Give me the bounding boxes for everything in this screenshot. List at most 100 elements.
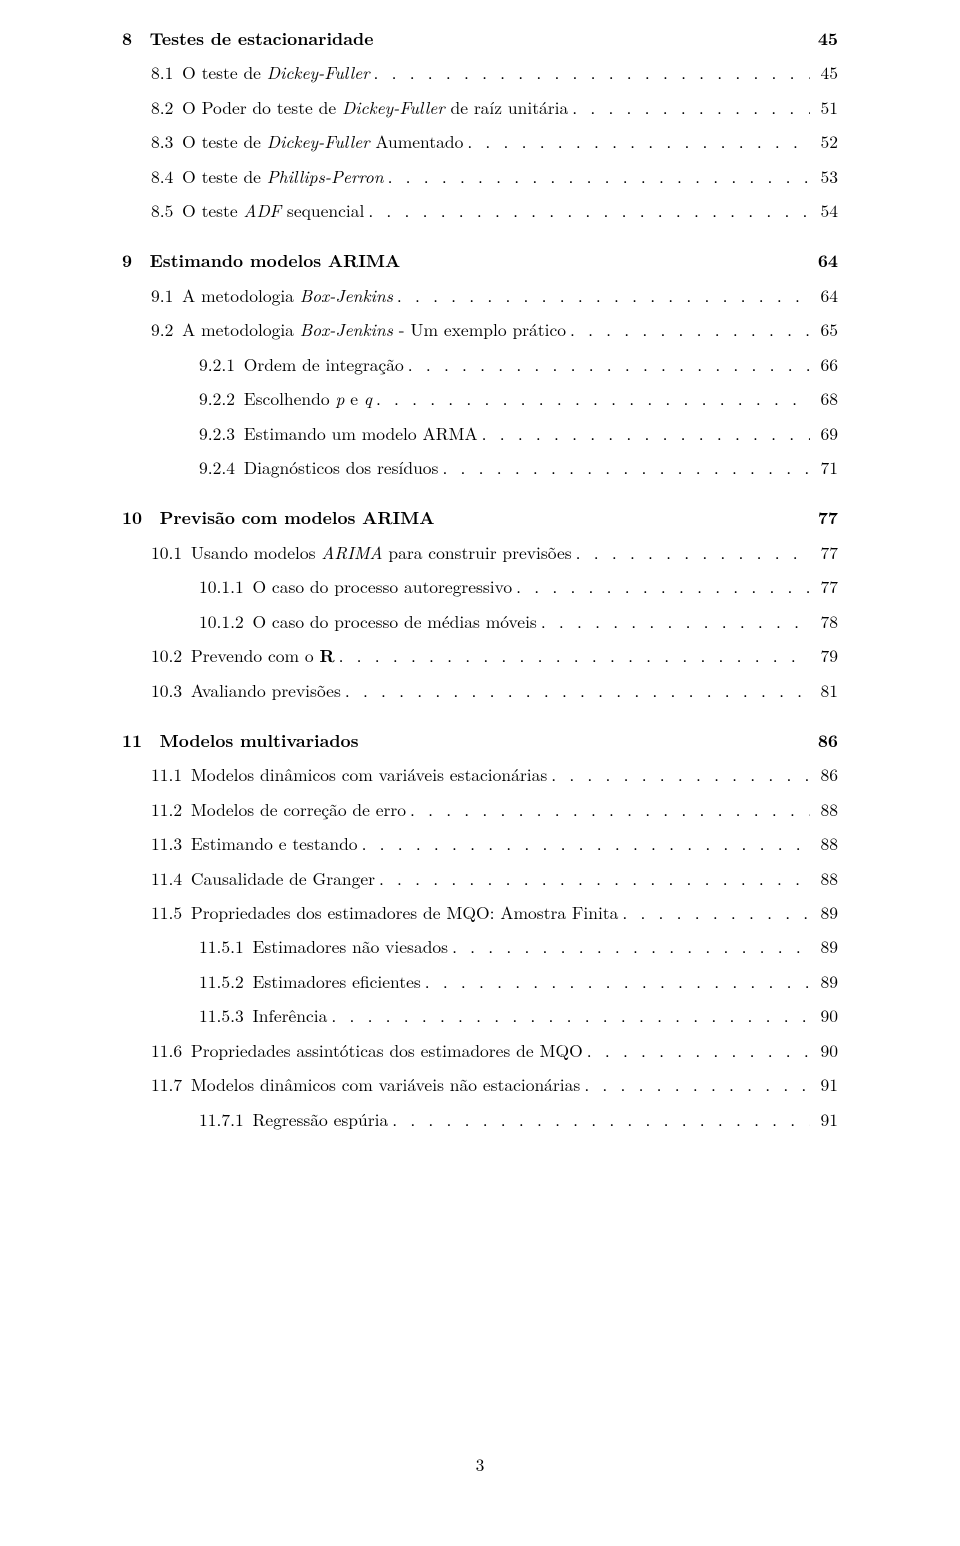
toc-entry-number: 8.2 [151, 95, 182, 121]
toc-entry: 9.2.2 Escolhendo p e q68 [122, 386, 838, 412]
toc-entry-title: Propriedades assintóticas dos estimadore… [191, 1038, 583, 1064]
toc-entry-title: Diagnósticos dos resíduos [244, 455, 439, 481]
toc-entry-page: 64 [810, 283, 838, 309]
toc-leader-dots [393, 283, 810, 309]
toc-entry-title: O caso do processo de médias móveis [252, 609, 536, 635]
toc-entry-title: O teste de Dickey-Fuller [182, 60, 369, 86]
toc-entry-number: 8.3 [151, 129, 182, 155]
toc-entry-title: Estimadores eficientes [252, 969, 420, 995]
toc-entry-title: Usando modelos ARIMA para construir prev… [191, 540, 572, 566]
toc-leader-dots [583, 1038, 810, 1064]
toc-entry-page: 91 [810, 1072, 838, 1098]
toc-entry-page: 51 [810, 95, 838, 121]
toc-entry-number: 11.5.1 [199, 934, 252, 960]
toc-entry-number: 11.1 [151, 762, 191, 788]
toc-chapter-title: Testes de estacionaridade [150, 26, 374, 52]
toc-entry-number: 11.4 [151, 866, 191, 892]
toc-entry-number: 8.1 [151, 60, 182, 86]
toc-entry-page: 89 [810, 900, 838, 926]
toc-leader-dots [364, 198, 810, 224]
toc-entry-title: O Poder do teste de Dickey-Fuller de raí… [182, 95, 568, 121]
toc-entry: 11.5.3 Inferência90 [122, 1003, 838, 1029]
toc-leader-dots [438, 455, 810, 481]
toc-entry-number: 10.1.1 [199, 574, 252, 600]
toc-entry-page: 45 [810, 60, 838, 86]
toc-entry-number: 8.4 [151, 164, 182, 190]
toc-leader-dots [478, 421, 810, 447]
toc-chapter-page: 64 [810, 248, 838, 274]
toc-entry-title: Avaliando previsões [191, 678, 341, 704]
toc-entry-page: 91 [810, 1107, 838, 1133]
toc-leader-dots [421, 969, 810, 995]
toc-entry: 8.4 O teste de Phillips-Perron53 [122, 164, 838, 190]
toc-chapter: 11 Modelos multivariados86 [122, 728, 838, 754]
toc-entry-number: 11.5 [151, 900, 191, 926]
toc-entry-title: Regressão espúria [252, 1107, 388, 1133]
toc-chapter: 10 Previsão com modelos ARIMA77 [122, 505, 838, 531]
toc-entry-page: 78 [810, 609, 838, 635]
toc-chapter-title: Estimando modelos ARIMA [150, 248, 401, 274]
toc-leader-dots [463, 129, 810, 155]
toc-entry-title: A metodologia Box-Jenkins - Um exemplo p… [182, 317, 566, 343]
toc-leader-dots [388, 1107, 810, 1133]
toc-leader-dots [375, 866, 810, 892]
toc-leader-dots [512, 574, 810, 600]
toc-entry-number: 8.5 [151, 198, 182, 224]
toc-entry-number: 9.2 [151, 317, 182, 343]
toc-entry-number: 9.2.3 [199, 421, 244, 447]
toc-entry: 9.2.1 Ordem de integração 66 [122, 352, 838, 378]
toc-entry: 8.5 O teste ADF sequencial54 [122, 198, 838, 224]
toc-leader-dots [370, 60, 810, 86]
toc-entry-page: 65 [810, 317, 838, 343]
toc-leader-dots [358, 831, 810, 857]
toc-leader-dots [341, 678, 810, 704]
toc-entry-number: 10.1 [151, 540, 191, 566]
toc-entry: 10.1 Usando modelos ARIMA para construir… [122, 540, 838, 566]
toc-entry: 11.5 Propriedades dos estimadores de MQO… [122, 900, 838, 926]
toc-entry-number: 9.2.4 [199, 455, 244, 481]
toc-entry-number: 9.2.1 [199, 352, 244, 378]
toc-entry-page: 68 [810, 386, 838, 412]
toc-leader-dots [404, 352, 810, 378]
toc-entry: 11.7 Modelos dinâmicos com variáveis não… [122, 1072, 838, 1098]
toc-entry-title: O caso do processo autoregressivo [252, 574, 512, 600]
toc-entry: 8.1 O teste de Dickey-Fuller 45 [122, 60, 838, 86]
toc-entry-page: 69 [810, 421, 838, 447]
toc-entry: 11.1 Modelos dinâmicos com variáveis est… [122, 762, 838, 788]
toc-entry-title: Escolhendo p e q [244, 386, 372, 412]
toc-entry-number: 11.7.1 [199, 1107, 252, 1133]
toc-entry: 11.3 Estimando e testando88 [122, 831, 838, 857]
toc-entry-title: Ordem de integração [244, 352, 404, 378]
toc-leader-dots [335, 643, 810, 669]
toc-chapter: 9 Estimando modelos ARIMA 64 [122, 248, 838, 274]
toc-chapter-number: 8 [122, 26, 150, 52]
toc-entry-number: 11.5.2 [199, 969, 252, 995]
toc-chapter: 8 Testes de estacionaridade45 [122, 26, 838, 52]
toc-entry-page: 89 [810, 934, 838, 960]
toc-entry: 10.1.1 O caso do processo autoregressivo… [122, 574, 838, 600]
toc-entry-number: 11.2 [151, 797, 191, 823]
toc-entry-page: 79 [810, 643, 838, 669]
toc-leader-dots [448, 934, 810, 960]
toc-chapter-number: 9 [122, 248, 150, 274]
toc-entry-title: Prevendo com o R [191, 643, 335, 669]
toc-entry: 9.2 A metodologia Box-Jenkins - Um exemp… [122, 317, 838, 343]
toc-entry-page: 90 [810, 1038, 838, 1064]
toc-entry-title: O teste de Dickey-Fuller Aumentado [182, 129, 463, 155]
toc-entry-title: Modelos dinâmicos com variáveis estacion… [191, 762, 547, 788]
toc-leader-dots [384, 164, 810, 190]
toc-leader-dots [547, 762, 810, 788]
toc-entry-title: O teste ADF sequencial [182, 198, 364, 224]
toc-entry-number: 11.5.3 [199, 1003, 252, 1029]
toc-chapter-page: 77 [810, 505, 838, 531]
toc-entry: 8.3 O teste de Dickey-Fuller Aumentado52 [122, 129, 838, 155]
toc-entry: 10.1.2 O caso do processo de médias móve… [122, 609, 838, 635]
toc-entry-page: 66 [810, 352, 838, 378]
toc-entry-page: 88 [810, 831, 838, 857]
toc-entry-title: Modelos de correção de erro [191, 797, 406, 823]
toc-chapter-title: Previsão com modelos ARIMA [160, 505, 435, 531]
toc-leader-dots [566, 317, 810, 343]
toc-entry-title: A metodologia Box-Jenkins [182, 283, 393, 309]
toc-entry-page: 88 [810, 797, 838, 823]
toc-leader-dots [580, 1072, 810, 1098]
